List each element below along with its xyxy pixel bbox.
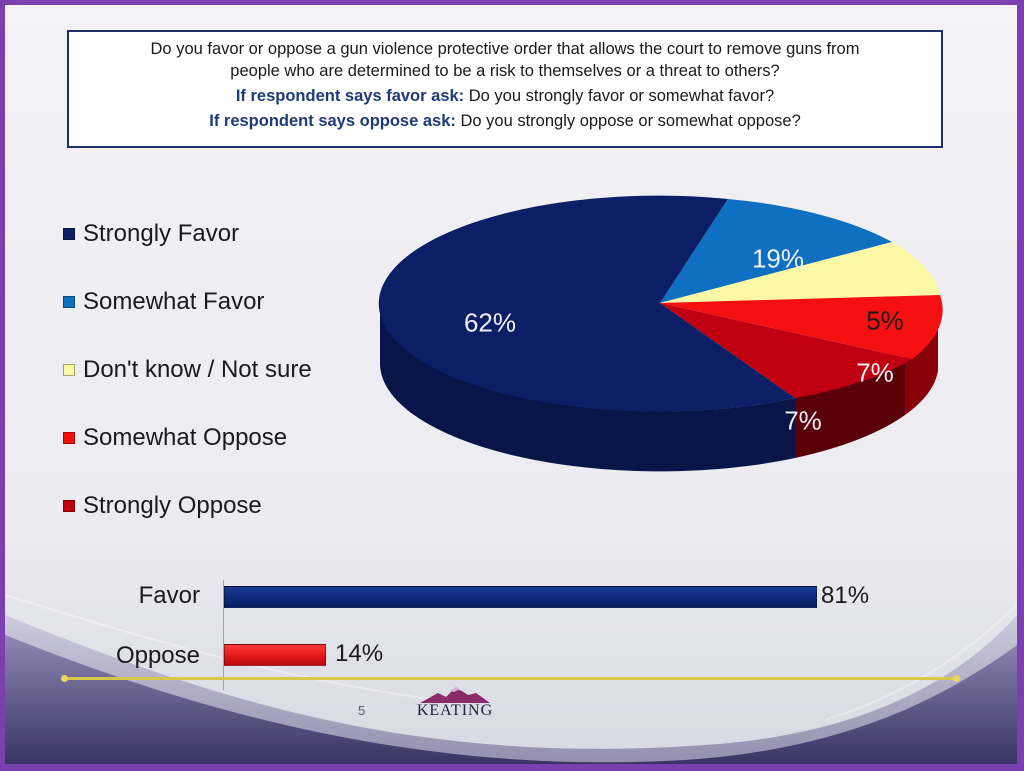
- legend-label: Somewhat Favor: [83, 288, 265, 315]
- legend-swatch-icon: [63, 296, 75, 308]
- bar-value-favor: 81%: [821, 582, 870, 609]
- question-box: Do you favor or oppose a gun violence pr…: [67, 30, 943, 148]
- bar-value-oppose: 14%: [335, 640, 384, 667]
- bar-label-oppose: Oppose: [115, 642, 200, 669]
- probe-favor-text: Do you strongly favor or somewhat favor?: [464, 87, 775, 105]
- legend-item-strongly-favor: Strongly Favor: [63, 200, 312, 268]
- legend-swatch-icon: [63, 432, 75, 444]
- legend-item-somewhat-favor: Somewhat Favor: [63, 268, 312, 336]
- legend-swatch-icon: [63, 228, 75, 240]
- probe-favor: If respondent says favor ask: Do you str…: [69, 85, 941, 107]
- legend-item-somewhat-oppose: Somewhat Oppose: [63, 404, 312, 472]
- logo-text: KEATING: [416, 702, 494, 719]
- bar-axis: [223, 580, 224, 690]
- pie-chart-graphic: [378, 195, 943, 472]
- favor-oppose-bar-chart: Favor 81% Oppose 14%: [5, 580, 1017, 690]
- probe-favor-label: If respondent says favor ask:: [235, 87, 465, 105]
- bar-favor: [224, 586, 817, 608]
- pie-chart: 62% 19% 5% 7% 7%: [370, 195, 970, 565]
- slide-frame: Do you favor or oppose a gun violence pr…: [5, 5, 1017, 764]
- legend-swatch-icon: [63, 364, 75, 376]
- gold-divider-dot-right: [953, 675, 960, 682]
- question-line-1: Do you favor or oppose a gun violence pr…: [150, 40, 860, 58]
- gold-divider-dot-left: [61, 675, 68, 682]
- probe-oppose: If respondent says oppose ask: Do you st…: [69, 110, 941, 132]
- page-number: 5: [358, 703, 366, 718]
- pie-label-strongly-favor: 62%: [463, 307, 517, 338]
- legend-label: Strongly Oppose: [83, 492, 262, 519]
- legend-label: Strongly Favor: [83, 220, 240, 247]
- pie-legend: Strongly Favor Somewhat Favor Don't know…: [63, 200, 312, 540]
- probe-oppose-label: If respondent says oppose ask:: [209, 112, 456, 130]
- pie-label-somewhat-oppose: 7%: [856, 357, 894, 388]
- bar-oppose: [224, 644, 326, 666]
- legend-item-dont-know: Don't know / Not sure: [63, 336, 312, 404]
- question-line-2: people who are determined to be a risk t…: [230, 62, 780, 80]
- mountain-icon: [420, 687, 490, 703]
- legend-label: Don't know / Not sure: [83, 356, 312, 383]
- pie-label-strongly-oppose: 7%: [784, 405, 822, 436]
- gold-divider-line: [63, 677, 958, 680]
- keating-logo: KEATING: [410, 685, 500, 725]
- bar-label-favor: Favor: [138, 582, 200, 609]
- pie-label-somewhat-favor: 19%: [751, 243, 805, 274]
- legend-label: Somewhat Oppose: [83, 424, 288, 451]
- legend-item-strongly-oppose: Strongly Oppose: [63, 472, 312, 540]
- probe-oppose-text: Do you strongly oppose or somewhat oppos…: [455, 112, 801, 130]
- pie-label-dont-know: 5%: [866, 305, 904, 336]
- legend-swatch-icon: [63, 500, 75, 512]
